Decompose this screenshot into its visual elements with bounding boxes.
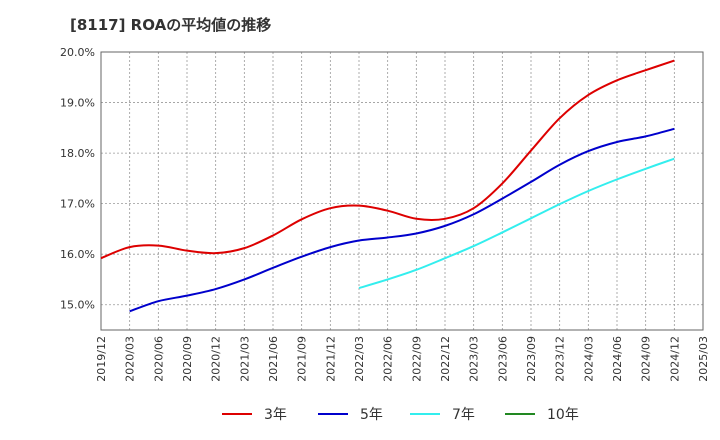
x-tick-label: 2019/12 xyxy=(95,336,108,382)
x-tick-label: 2022/06 xyxy=(382,336,395,382)
x-tick-label: 2020/12 xyxy=(210,336,223,382)
x-tick-label: 2022/12 xyxy=(439,336,452,382)
legend: 3年 5年 7年 10年 xyxy=(222,407,579,423)
x-tick-label: 2020/09 xyxy=(181,336,194,382)
x-tick-label: 2021/06 xyxy=(267,336,280,382)
x-tick-label: 2023/09 xyxy=(525,336,538,382)
legend-label: 3年 xyxy=(264,407,287,423)
legend-label: 10年 xyxy=(547,407,579,423)
series-line-1 xyxy=(100,59,675,260)
grid-layer xyxy=(100,51,704,330)
series-layer xyxy=(100,59,675,313)
axis-layer: 2019/12 2020/03 2020/06 2020/09 2020/12 2021/… xyxy=(60,46,710,382)
x-tick-label: 2023/06 xyxy=(496,336,509,382)
x-tick-label: 2020/03 xyxy=(124,336,137,382)
legend-label: 5年 xyxy=(360,407,383,423)
plot-area xyxy=(101,52,703,330)
x-tick-label: 2025/03 xyxy=(697,336,710,382)
y-tick-label: 16.0% xyxy=(60,248,95,261)
x-tick-label: 2024/03 xyxy=(582,336,595,382)
series-line-2 xyxy=(129,127,675,313)
plot-frame xyxy=(100,51,704,331)
x-tick-label: 2020/06 xyxy=(152,336,165,382)
x-tick-label: 2021/03 xyxy=(238,336,251,382)
y-tick-label: 20.0% xyxy=(60,46,95,59)
x-tick-label: 2023/03 xyxy=(468,336,481,382)
x-tick-label: 2024/06 xyxy=(611,336,624,382)
y-tick-label: 15.0% xyxy=(60,299,95,312)
y-tick-label: 19.0% xyxy=(60,97,95,110)
x-tick-label: 2024/09 xyxy=(640,336,653,382)
x-tick-label: 2024/12 xyxy=(668,336,681,382)
x-tick-label: 2022/03 xyxy=(353,336,366,382)
y-tick-label: 17.0% xyxy=(60,198,95,211)
x-tick-label: 2023/12 xyxy=(554,336,567,382)
y-tick-label: 18.0% xyxy=(60,147,95,160)
series-line-3 xyxy=(358,157,675,290)
x-tick-label: 2022/09 xyxy=(410,336,423,382)
x-tick-label: 2021/09 xyxy=(296,336,309,382)
x-tick-label: 2021/12 xyxy=(324,336,337,382)
legend-label: 7年 xyxy=(452,407,475,423)
chart-title: [8117] ROAの平均値の推移 xyxy=(70,16,272,34)
